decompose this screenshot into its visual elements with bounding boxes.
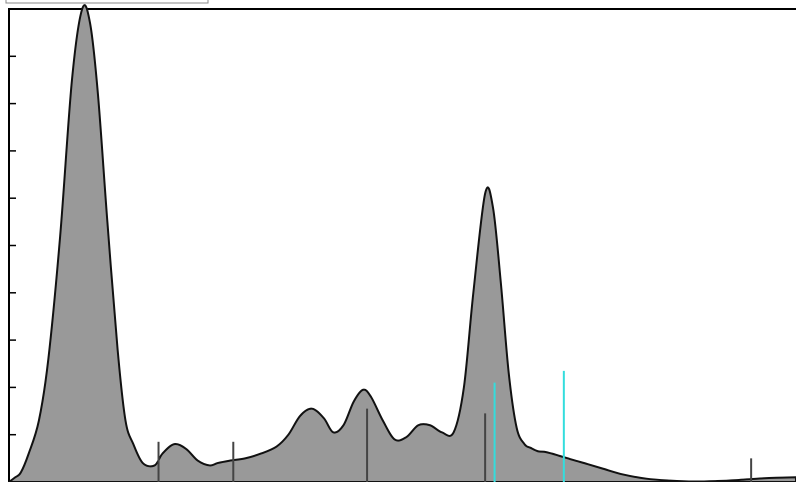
plot-frame xyxy=(8,8,796,482)
y-axis-ticks xyxy=(9,8,16,482)
legend-tab xyxy=(5,0,209,4)
series-area xyxy=(8,4,796,482)
marker-lines xyxy=(157,370,753,482)
